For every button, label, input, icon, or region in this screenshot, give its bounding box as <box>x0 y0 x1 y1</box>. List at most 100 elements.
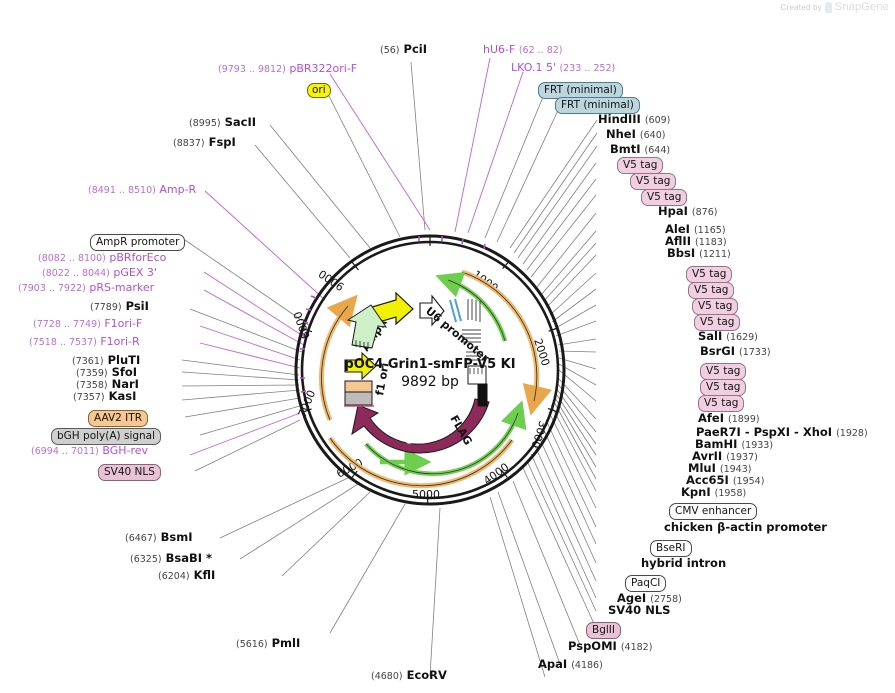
label-fspi[interactable]: (8837) FspI <box>173 136 236 149</box>
label-pmli[interactable]: (5616) PmlI <box>236 637 300 650</box>
label-pspomi[interactable]: ApaI (4186) <box>538 658 603 671</box>
label-nari[interactable]: (7358) NarI <box>76 378 139 391</box>
label-text: V5 tag <box>692 298 739 316</box>
label-pos: (5616) <box>236 639 268 650</box>
label-bsmi[interactable]: (6467) BsmI <box>125 531 192 544</box>
label-v5-tag-7[interactable]: V5 tag <box>694 312 741 332</box>
label-pos: (7361) <box>72 356 104 367</box>
label-afei[interactable]: AfeI (1899) <box>698 412 760 425</box>
label-nhei[interactable]: NheI (640) <box>606 127 666 141</box>
label-f1ori-f[interactable]: (7728 .. 7749) F1ori-F <box>33 318 142 330</box>
label-paqci[interactable]: AgeI (2758) <box>617 592 682 605</box>
label-v5-tag-6[interactable]: V5 tag <box>692 296 739 316</box>
label-psii[interactable]: (7789) PsiI <box>90 300 149 313</box>
label-pos: (7789) <box>90 302 122 313</box>
label-pos: (8837) <box>173 138 205 149</box>
label-sv40-nls-left[interactable]: SV40 NLS <box>98 462 161 482</box>
label-v5-tag-9[interactable]: V5 tag <box>700 377 747 397</box>
label-pos: (640) <box>639 130 666 141</box>
label-pos: (7359) <box>76 368 108 379</box>
primer-ticks <box>300 236 486 393</box>
label-kasi[interactable]: (7357) KasI <box>73 390 136 403</box>
label-bsrgi[interactable]: BsrGI (1733) <box>700 345 771 358</box>
label-pluti[interactable]: (7361) PluTI <box>72 354 140 367</box>
label-v5-tag-10[interactable]: V5 tag <box>698 393 745 413</box>
label-text: ori <box>307 83 331 99</box>
label-lko1-5prime[interactable]: LKO.1 5' (233 .. 252) <box>511 62 615 74</box>
label-text: EcoRV <box>406 668 447 682</box>
label-pos: (7728 .. 7749) <box>33 319 101 330</box>
label-ori[interactable]: ori <box>307 80 331 99</box>
label-acc65i[interactable]: Acc65I (1954) <box>686 473 765 487</box>
feature-green-arrow-left <box>346 304 388 349</box>
label-kpni[interactable]: KpnI (1958) <box>681 486 746 499</box>
label-text: BglII <box>586 622 621 640</box>
label-pos: (1183) <box>695 237 727 248</box>
label-text: NheI <box>606 127 636 141</box>
label-pos: (2758) <box>650 594 682 605</box>
label-pbr322ori-f[interactable]: (9793 .. 9812) pBR322ori-F <box>218 63 357 75</box>
label-f1ori-r[interactable]: (7518 .. 7537) F1ori-R <box>29 336 140 348</box>
label-bmti[interactable]: BmtI (644) <box>610 143 670 156</box>
label-text: F1ori-F <box>104 317 143 330</box>
label-text: Acc65I <box>686 473 729 487</box>
label-bgh-rev[interactable]: (6994 .. 7011) BGH-rev <box>31 445 148 457</box>
label-pgex-3prime[interactable]: (8022 .. 8044) pGEX 3' <box>42 267 157 279</box>
label-pos: (8022 .. 8044) <box>42 268 110 279</box>
label-pos: (8491 .. 8510) <box>88 185 156 196</box>
label-pbrforeco[interactable]: (8082 .. 8100) pBRforEco <box>38 252 166 264</box>
label-v5-tag-1[interactable]: V5 tag <box>617 155 664 175</box>
orange-arc-outline <box>321 271 538 487</box>
label-alei[interactable]: AleI (1165) <box>665 223 726 236</box>
plasmid-size: 9892 bp <box>401 374 459 390</box>
label-snabi[interactable]: chicken β-actin promoter <box>664 521 827 534</box>
label-kfli[interactable]: (6204) KflI <box>158 569 215 582</box>
label-pos: (6204) <box>158 571 190 582</box>
label-text: MluI <box>688 461 716 475</box>
label-sacii[interactable]: (8995) SacII <box>189 116 256 129</box>
label-text: HindIII <box>598 112 641 126</box>
position-ticks <box>302 236 558 505</box>
label-text: AmpR promoter <box>90 234 186 252</box>
feature-f1-ori: f1 ori <box>344 351 392 407</box>
label-bbsi[interactable]: BbsI (1211) <box>667 247 731 260</box>
label-bsabi[interactable]: (6325) BsaBI * <box>130 552 212 565</box>
label-chicken-beta-actin-promoter[interactable]: BseRI <box>650 538 692 558</box>
label-pos: (1928) <box>836 428 868 439</box>
label-pos: (1954) <box>732 476 765 487</box>
label-bglii[interactable]: PspOMI (4182) <box>568 640 652 653</box>
label-hindiii[interactable]: HindIII (609) <box>598 112 670 126</box>
label-aav2-itr[interactable]: AAV2 ITR <box>88 408 148 428</box>
leader-lines-right <box>489 119 598 678</box>
label-text: bGH poly(A) signal <box>51 428 162 446</box>
label-avrii[interactable]: AvrII (1937) <box>692 450 758 463</box>
label-aflii[interactable]: AflII (1183) <box>665 235 727 248</box>
label-pcii[interactable]: (56) PciI <box>380 43 427 56</box>
label-cmv-enhancer[interactable]: CMV enhancer <box>669 501 758 521</box>
label-bgh-polya-signal[interactable]: bGH poly(A) signal <box>51 426 162 446</box>
label-agei[interactable]: SV40 NLS <box>608 603 671 617</box>
label-v5-tag-3[interactable]: V5 tag <box>641 187 688 207</box>
label-sali[interactable]: SalI (1629) <box>698 330 758 343</box>
label-sv40-nls-right[interactable]: BglII <box>586 620 621 640</box>
label-hybrid-intron[interactable]: PaqCI <box>625 573 667 593</box>
label-text: FRT (minimal) <box>555 97 640 115</box>
label-amp-r[interactable]: (8491 .. 8510) Amp-R <box>88 184 196 196</box>
label-bamhi[interactable]: BamHI (1933) <box>695 438 773 451</box>
label-text: SV40 NLS <box>608 603 671 617</box>
plasmid-title: pOC4 Grin1-smFP-V5 KI <box>344 357 515 372</box>
label-paer7i-pspxi-xhoi[interactable]: PaeR7I - PspXI - XhoI (1928) <box>696 426 868 439</box>
label-text: CMV enhancer <box>669 503 758 521</box>
label-ecorv[interactable]: (4680) EcoRV <box>371 668 447 682</box>
label-text: pRS-marker <box>89 281 155 294</box>
label-sfoi[interactable]: (7359) SfoI <box>76 366 137 379</box>
label-prs-marker[interactable]: (7903 .. 7922) pRS-marker <box>18 282 154 294</box>
label-hu6-f[interactable]: hU6-F (62 .. 82) <box>483 44 563 56</box>
label-bseri[interactable]: hybrid intron <box>641 557 726 570</box>
label-text: PaqCI <box>625 575 667 593</box>
label-mlui[interactable]: MluI (1943) <box>688 461 751 475</box>
label-frt-minimal-2[interactable]: FRT (minimal) <box>555 95 640 115</box>
label-hpai[interactable]: HpaI (876) <box>658 205 717 218</box>
label-ampr-promoter[interactable]: AmpR promoter <box>90 232 186 252</box>
label-pos: (1629) <box>726 332 758 343</box>
